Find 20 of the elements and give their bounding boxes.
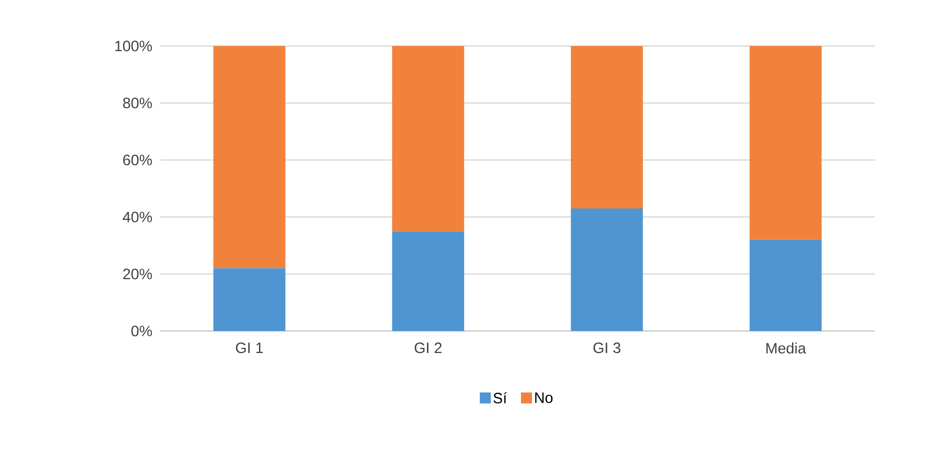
y-tick-label: 60% (123, 154, 152, 166)
x-tick-label: GI 1 (236, 342, 263, 354)
legend-label: Sí (494, 392, 507, 404)
bar (392, 46, 464, 232)
y-tick-label: 0% (131, 326, 152, 336)
y-tick-label: 40% (122, 212, 152, 222)
bar (570, 208, 643, 331)
bar (570, 46, 643, 208)
legend-label: No (535, 392, 553, 404)
bar (750, 240, 822, 331)
x-tick-label: GI 3 (593, 342, 620, 354)
y-tick-label: 80% (123, 98, 152, 108)
bar (213, 46, 286, 268)
bar (213, 268, 286, 331)
bar (392, 231, 464, 331)
x-tick-label: GI 2 (414, 342, 442, 354)
y-tick-label: 100% (115, 40, 152, 52)
y-tick-label: 20% (123, 268, 152, 280)
x-tick-label: Media (766, 342, 806, 354)
bar (750, 46, 822, 240)
